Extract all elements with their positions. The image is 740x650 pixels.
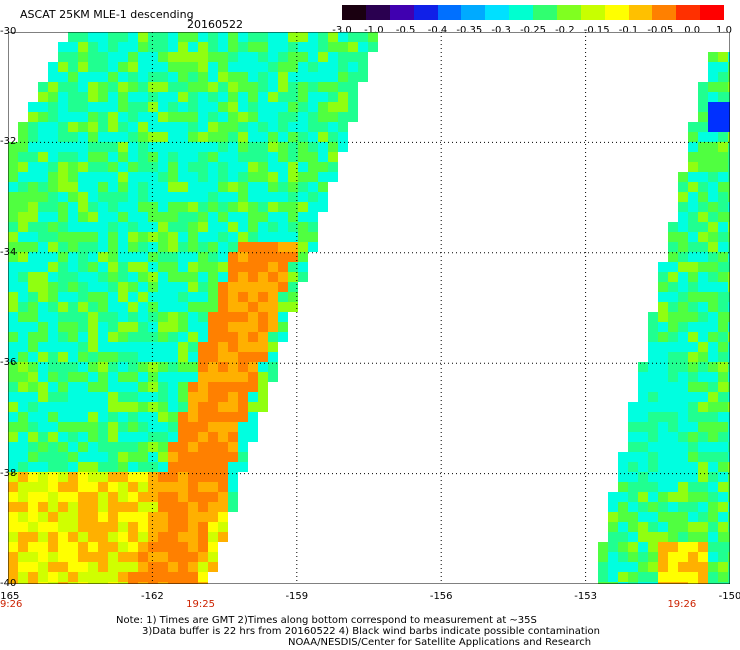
colorbar-label: -0.05 [647,25,674,36]
longitude-label: -159 [285,591,309,602]
swath-east [598,52,730,584]
colorbar-swatch [342,5,366,20]
colorbar-swatch [509,5,533,20]
colorbar [342,5,724,20]
latitude-label: -34 [0,246,17,258]
colorbar-swatch [700,5,724,20]
longitude-label: -165 [0,591,20,602]
latitude-label: -40 [0,578,17,589]
colorbar-swatch [461,5,486,20]
time-label: 19:26 [667,599,697,610]
colorbar-label: -0.15 [583,25,610,36]
map-plot [8,32,730,584]
colorbar-swatch [485,5,510,20]
colorbar-swatch [389,5,414,20]
map-date: 20160522 [187,18,243,31]
note-line-1: Note: 1) Times are GMT 2)Times along bot… [116,615,537,626]
colorbar-label: -0.35 [456,25,483,36]
time-label: 19:26 [0,599,23,610]
longitude-label: -156 [429,591,453,602]
colorbar-swatch [437,5,462,20]
longitude-label: -162 [141,591,164,602]
longitude-label: -150 [718,591,740,602]
colorbar-swatch [676,5,701,20]
colorbar-label: -0.4 [427,25,448,36]
colorbar-swatch [413,5,438,20]
swath-west [8,32,378,584]
colorbar-swatch [365,5,390,20]
colorbar-swatch [604,5,629,20]
colorbar-label: -0.3 [491,25,511,36]
colorbar-label: -0.25 [520,25,546,36]
colorbar-swatch [556,5,581,20]
colorbar-swatch [628,5,653,20]
note-line-2: 3)Data buffer is 22 hrs from 20160522 4)… [142,626,600,637]
time-label: 19:25 [186,599,215,610]
colorbar-label: 0.0 [684,25,701,36]
colorbar-swatch [533,5,557,20]
colorbar-label: -1.0 [364,25,384,36]
latitude-label: -30 [0,26,17,37]
map-gridlines [8,32,730,584]
latitude-label: -38 [0,467,17,479]
colorbar-label: -0.2 [555,25,575,36]
longitude-label: -153 [574,591,597,602]
note-line-3: NOAA/NESDIS/Center for Satellite Applica… [288,637,592,648]
latitude-label: -32 [0,136,17,148]
colorbar-swatch [652,5,677,20]
colorbar-label: -0.1 [618,25,639,36]
colorbar-label: -0.5 [395,25,416,36]
colorbar-label: 1.0 [716,25,732,36]
colorbar-swatch [580,5,605,20]
latitude-label: -36 [0,357,17,369]
map-title: ASCAT 25KM MLE-1 descending [20,8,194,21]
colorbar-label: -3.0 [332,25,352,36]
